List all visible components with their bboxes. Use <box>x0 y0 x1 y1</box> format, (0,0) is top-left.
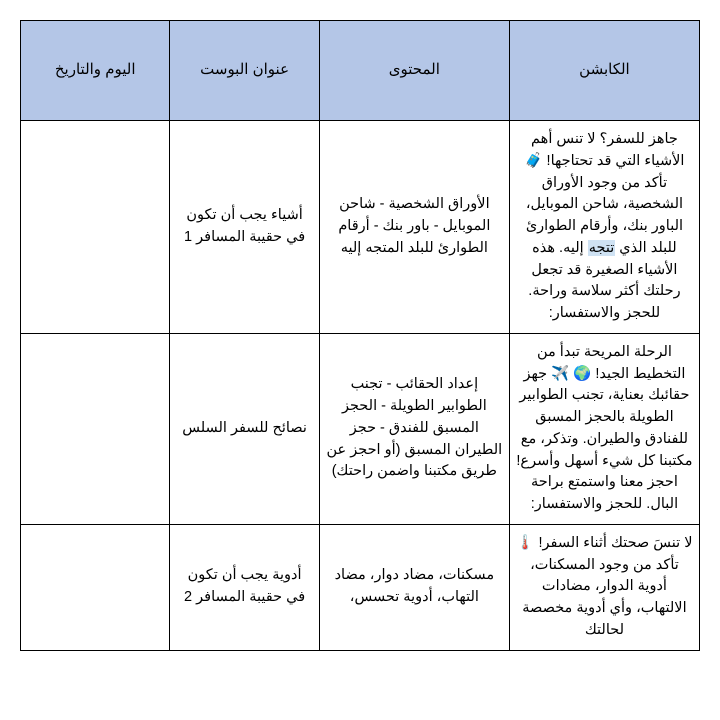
cell-caption: لا تنسَ صحتك أثناء السفر! 🌡️ تأكد من وجو… <box>509 524 699 650</box>
cell-title: أدوية يجب أن تكون في حقيبة المسافر 2 <box>170 524 319 650</box>
cell-caption: جاهز للسفر؟ لا تنس أهم الأشياء التي قد ت… <box>509 121 699 334</box>
cell-title: نصائح للسفر السلس <box>170 333 319 524</box>
caption-text-pre: جاهز للسفر؟ لا تنس أهم الأشياء التي قد ت… <box>524 131 684 256</box>
cell-content: الأوراق الشخصية - شاحن الموبايل - باور ب… <box>319 121 509 334</box>
table-body: جاهز للسفر؟ لا تنس أهم الأشياء التي قد ت… <box>21 121 700 651</box>
col-header-caption: الكابشن <box>509 21 699 121</box>
cell-title: أشياء يجب أن تكون في حقيبة المسافر 1 <box>170 121 319 334</box>
col-header-date: اليوم والتاريخ <box>21 21 170 121</box>
cell-content: مسكنات، مضاد دوار، مضاد التهاب، أدوية تح… <box>319 524 509 650</box>
cell-content: إعداد الحقائب - تجنب الطوابير الطويلة - … <box>319 333 509 524</box>
table-row: جاهز للسفر؟ لا تنس أهم الأشياء التي قد ت… <box>21 121 700 334</box>
col-header-content: المحتوى <box>319 21 509 121</box>
cell-date <box>21 524 170 650</box>
col-header-title: عنوان البوست <box>170 21 319 121</box>
cell-date <box>21 121 170 334</box>
table-row: لا تنسَ صحتك أثناء السفر! 🌡️ تأكد من وجو… <box>21 524 700 650</box>
table-header-row: الكابشن المحتوى عنوان البوست اليوم والتا… <box>21 21 700 121</box>
table-row: الرحلة المريحة تبدأ من التخطيط الجيد! 🌍 … <box>21 333 700 524</box>
cell-caption: الرحلة المريحة تبدأ من التخطيط الجيد! 🌍 … <box>509 333 699 524</box>
cell-date <box>21 333 170 524</box>
content-plan-table: الكابشن المحتوى عنوان البوست اليوم والتا… <box>20 20 700 651</box>
caption-highlight: تتجه <box>588 240 616 256</box>
